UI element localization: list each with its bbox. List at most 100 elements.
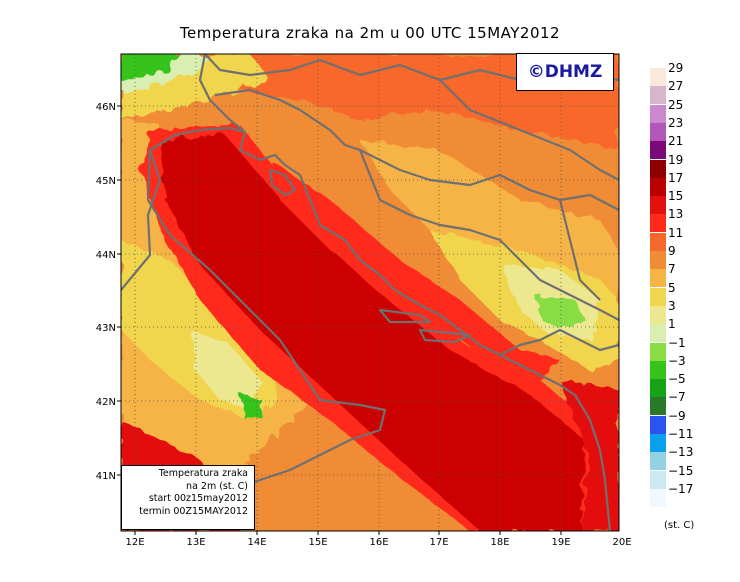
legend-entry: −3 <box>648 355 708 379</box>
legend-label: −15 <box>668 463 694 478</box>
legend-swatch <box>650 269 666 288</box>
legend-label: 23 <box>668 115 684 130</box>
legend-entry: −13 <box>648 446 708 471</box>
hungary-border <box>439 79 619 181</box>
legend-entry: 3 <box>648 300 708 324</box>
lat-tick-label: 42N <box>96 397 116 408</box>
info-line-1: Temperatura zraka <box>158 468 248 479</box>
legend-entry: −17 <box>648 483 708 507</box>
legend-label: 9 <box>668 244 676 258</box>
italy-east-coast <box>146 149 387 531</box>
legend-swatch <box>650 287 666 306</box>
legend-label: −1 <box>668 335 686 350</box>
legend-entry: 9 <box>648 245 708 269</box>
legend-entry: −5 <box>648 373 708 398</box>
lat-tick-label: 41N <box>96 471 116 482</box>
legend-swatch <box>650 434 666 452</box>
legend-entry: 25 <box>648 99 708 123</box>
lon-tick-label: 12E <box>125 537 144 548</box>
map-title: Temperatura zraka na 2m u 00 UTC 15MAY20… <box>179 24 561 42</box>
dhmz-credit: ©DHMZ <box>516 53 614 91</box>
legend-swatch <box>650 86 666 105</box>
istria-dalmatia-coast <box>238 131 612 531</box>
legend-label: 3 <box>668 298 676 313</box>
legend-swatch <box>650 159 666 178</box>
lon-tick-label: 15E <box>308 537 327 548</box>
legend-label: 7 <box>668 262 676 277</box>
lat-tick-label: 46N <box>96 102 116 113</box>
info-line-4: termin 00Z15MAY2012 <box>139 505 248 517</box>
lon-tick-label: 18E <box>490 537 509 548</box>
legend-entry: 1 <box>648 318 708 343</box>
legend-entry: 29 <box>648 62 708 86</box>
italy-slovenia-border <box>198 54 246 133</box>
legend-swatch <box>650 305 666 324</box>
legend-swatch <box>650 452 666 471</box>
legend-entry: −9 <box>648 410 708 434</box>
coast-warm <box>270 160 560 380</box>
legend-swatch <box>650 342 666 361</box>
legend-label: −5 <box>668 372 686 387</box>
legend-swatch <box>650 379 666 398</box>
legend-entry: 17 <box>648 172 708 196</box>
legend-label: 1 <box>668 317 676 332</box>
legend-swatch <box>650 324 666 343</box>
legend-swatch <box>650 251 666 269</box>
lon-tick-label: 20E <box>612 537 631 548</box>
legend-label: −11 <box>668 427 694 441</box>
legend-entry: 19 <box>648 154 708 178</box>
krk-island <box>268 168 297 197</box>
legend-entry: −1 <box>648 337 708 361</box>
lat-tick-label: 43N <box>96 323 116 334</box>
legend-label: 15 <box>668 189 684 204</box>
legend-label: 29 <box>668 61 684 75</box>
legend-swatch <box>650 232 666 251</box>
serbia-border <box>558 199 601 301</box>
legend-swatch <box>650 196 666 215</box>
legend-swatch <box>650 415 666 434</box>
lon-tick-label: 19E <box>551 537 570 548</box>
hvar-island <box>378 308 432 324</box>
legend-entry: 21 <box>648 135 708 160</box>
legend-label: −3 <box>668 353 686 368</box>
legend-label: −13 <box>668 445 694 460</box>
legend-label: −9 <box>668 408 686 423</box>
legend-swatch <box>650 214 666 233</box>
legend-swatch <box>650 488 666 507</box>
lon-tick-label: 17E <box>429 537 448 548</box>
italy-apennine-pale <box>190 330 260 410</box>
legend-entry: 5 <box>648 282 708 306</box>
legend-swatch <box>650 177 666 196</box>
info-line-2: na 2m (st. C) <box>186 480 248 492</box>
legend-label: 27 <box>668 79 684 94</box>
legend-label: 11 <box>668 225 684 240</box>
legend-entry: −11 <box>648 428 708 452</box>
legend-swatch <box>650 360 666 379</box>
cold-spot-bosnia <box>535 295 585 330</box>
legend-label: 5 <box>668 280 676 295</box>
slovenia-croatia-border <box>214 88 619 211</box>
legend-entry: −7 <box>648 391 708 416</box>
legend-label: 21 <box>668 134 684 149</box>
legend-swatch <box>650 122 666 141</box>
legend-swatch <box>650 397 666 416</box>
legend-entry: 27 <box>648 80 708 105</box>
korcula-island <box>418 328 472 344</box>
legend-label: 25 <box>668 97 684 112</box>
legend-swatch <box>650 68 666 86</box>
legend-entry: 11 <box>648 227 708 251</box>
legend-label: −7 <box>668 390 686 405</box>
lon-tick-label: 16E <box>369 537 388 548</box>
lat-tick-label: 44N <box>96 250 116 261</box>
legend-label: 13 <box>668 207 684 222</box>
legend-label: −17 <box>668 481 694 496</box>
map-frame <box>120 53 620 532</box>
legend-label: 19 <box>668 152 684 167</box>
info-box: Temperatura zraka na 2m (st. C) start 00… <box>121 465 255 530</box>
adriatic-inner <box>160 135 585 531</box>
legend-label: 17 <box>668 170 684 185</box>
legend-entry: 7 <box>648 263 708 288</box>
lon-tick-label: 14E <box>247 537 266 548</box>
legend-entry: 13 <box>648 208 708 233</box>
bosnia-border <box>358 149 619 321</box>
